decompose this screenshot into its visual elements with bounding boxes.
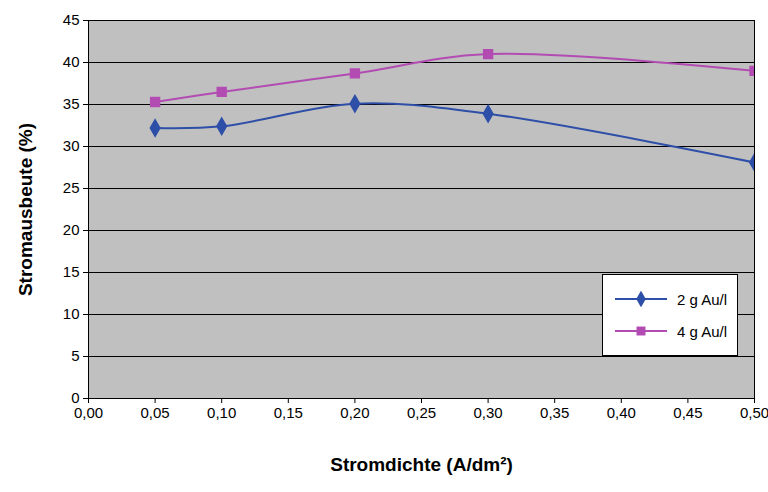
svg-text:0: 0 bbox=[71, 389, 80, 407]
svg-text:Stromausbeute (%): Stromausbeute (%) bbox=[15, 123, 36, 296]
svg-text:10: 10 bbox=[63, 305, 80, 322]
svg-text:0,10: 0,10 bbox=[207, 404, 236, 421]
svg-text:5: 5 bbox=[71, 347, 79, 364]
svg-text:Stromdichte (A/dm²): Stromdichte (A/dm²) bbox=[330, 454, 513, 475]
svg-text:0,40: 0,40 bbox=[607, 404, 636, 421]
svg-text:25: 25 bbox=[63, 179, 80, 196]
svg-text:0,35: 0,35 bbox=[540, 404, 569, 421]
svg-text:0,30: 0,30 bbox=[473, 404, 502, 421]
html-text:4 g Au/l: 4 g Au/l bbox=[677, 322, 727, 340]
html-text:2 g Au/l: 2 g Au/l bbox=[677, 290, 727, 308]
svg-text:15: 15 bbox=[63, 263, 80, 280]
svg-text:0,05: 0,05 bbox=[140, 404, 169, 421]
svg-text:0,50: 0,50 bbox=[740, 404, 768, 421]
svg-text:0,25: 0,25 bbox=[407, 404, 436, 421]
svg-text:20: 20 bbox=[63, 221, 80, 238]
svg-text:30: 30 bbox=[63, 137, 80, 154]
svg-text:45: 45 bbox=[63, 11, 80, 28]
svg-text:40: 40 bbox=[63, 53, 80, 70]
svg-text:0,00: 0,00 bbox=[74, 404, 103, 421]
svg-text:0,20: 0,20 bbox=[340, 404, 369, 421]
svg-text:0,15: 0,15 bbox=[274, 404, 303, 421]
svg-text:35: 35 bbox=[63, 95, 80, 112]
svg-text:0,45: 0,45 bbox=[673, 404, 702, 421]
